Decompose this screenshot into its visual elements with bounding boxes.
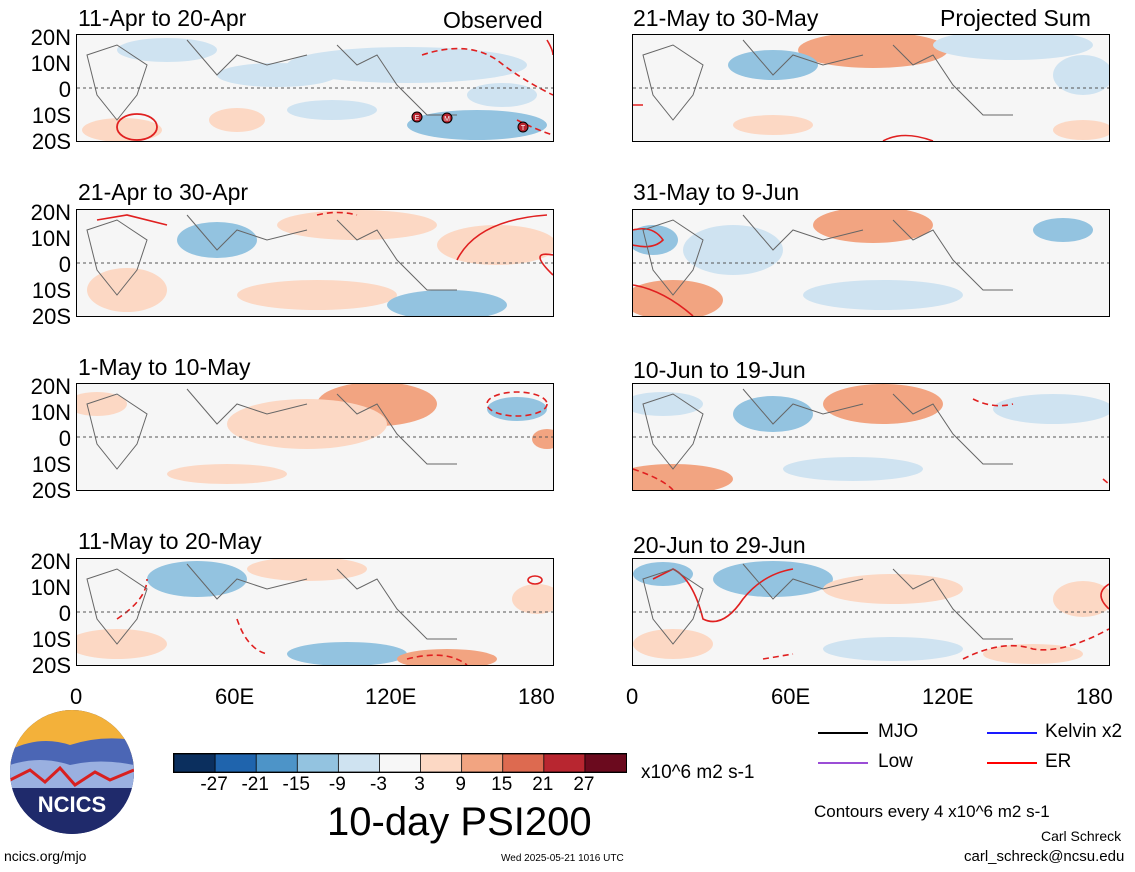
storm-marker-m: M (441, 112, 453, 124)
map-panel (632, 558, 1110, 666)
colorbar-tick-label: -9 (328, 774, 346, 795)
ncics-logo: NCICS (10, 710, 134, 834)
lat-tick: 10S (31, 103, 71, 128)
lon-tick: 180 (1076, 684, 1113, 709)
lon-tick: 0 (626, 684, 639, 709)
map-panel (76, 383, 554, 491)
lon-tick: 60E (771, 684, 811, 709)
lat-tick: 20N (30, 200, 71, 225)
panel-title: 11-May to 20-May (78, 528, 262, 554)
legend-line (987, 732, 1037, 734)
lat-tick: 20N (30, 25, 71, 50)
svg-text:M: M (444, 116, 450, 123)
timestamp: Wed 2025-05-21 1016 UTC (501, 853, 624, 864)
lat-tick: 20N (30, 549, 71, 574)
main-title: 10-day PSI200 (327, 800, 592, 844)
colorbar-swatch (502, 753, 545, 773)
map-panel: E M T (76, 34, 554, 142)
lat-tick: 10N (30, 51, 71, 76)
colorbar-swatch (543, 753, 586, 773)
panel-title: 21-May to 30-May (633, 5, 819, 31)
contour-note: Contours every 4 x10^6 m2 s-1 (814, 802, 1050, 821)
colorbar-tick-label: -15 (282, 774, 310, 795)
colorbar-swatch (173, 753, 216, 773)
legend-line (818, 732, 868, 734)
colorbar-tick-label: -21 (241, 774, 269, 795)
colorbar-tick-label: 3 (414, 774, 425, 795)
panel-label: Observed (443, 7, 543, 33)
lat-tick: 10N (30, 400, 71, 425)
lat-tick: 0 (58, 601, 71, 626)
panel-title: 21-Apr to 30-Apr (78, 179, 249, 205)
lat-tick: 20N (30, 374, 71, 399)
colorbar-units: x10^6 m2 s-1 (641, 762, 755, 783)
panel-title: 20-Jun to 29-Jun (633, 532, 806, 558)
map-panel (632, 383, 1110, 491)
svg-text:E: E (415, 115, 420, 122)
panel-title: 11-Apr to 20-Apr (78, 5, 247, 31)
colorbar-tick-label: -3 (370, 774, 387, 795)
colorbar-tick-label: -27 (200, 774, 228, 795)
lat-tick: 0 (58, 252, 71, 277)
map-panel (632, 209, 1110, 317)
lat-tick: 20S (31, 478, 71, 503)
lat-tick: 10N (30, 226, 71, 251)
legend-label: ER (1045, 751, 1072, 772)
legend-line (987, 762, 1037, 764)
map-panel (632, 34, 1110, 142)
email: carl_schreck@ncsu.edu (964, 848, 1125, 865)
storm-marker-e: E (411, 111, 423, 123)
lat-tick: 0 (58, 77, 71, 102)
lon-tick: 0 (70, 684, 83, 709)
lon-tick: 120E (922, 684, 974, 709)
lat-tick: 0 (58, 426, 71, 451)
colorbar-tick-label: 15 (491, 774, 513, 795)
legend-label: MJO (878, 721, 919, 742)
map-panel (76, 558, 554, 666)
storm-marker-t: T (517, 121, 529, 133)
panel-title: 1-May to 10-May (78, 354, 251, 380)
colorbar-tick-label: 9 (455, 774, 466, 795)
lat-tick: 20S (31, 653, 71, 678)
lat-tick: 10S (31, 452, 71, 477)
colorbar-swatch (337, 753, 381, 773)
colorbar-swatch (214, 753, 258, 773)
lon-tick: 120E (365, 684, 417, 709)
colorbar-tick-label: 21 (532, 774, 554, 795)
panel-title: 31-May to 9-Jun (633, 179, 800, 205)
colorbar-swatch (420, 753, 463, 773)
lon-tick: 60E (215, 684, 255, 709)
colorbar-swatch (379, 753, 422, 773)
lat-tick: 10S (31, 627, 71, 652)
lat-tick: 20S (31, 304, 71, 329)
author: Carl Schreck (1041, 828, 1122, 844)
legend-label: Kelvin x2 (1045, 721, 1123, 742)
svg-text:T: T (521, 125, 526, 132)
colorbar-swatch (296, 753, 340, 773)
svg-text:NCICS: NCICS (38, 792, 106, 817)
colorbar-swatch (461, 753, 504, 773)
legend-label: Low (878, 751, 913, 772)
panel-title: 10-Jun to 19-Jun (633, 357, 806, 383)
lon-tick: 180 (518, 684, 555, 709)
colorbar-swatch (255, 753, 299, 773)
lat-tick: 10N (30, 575, 71, 600)
map-panel (76, 209, 554, 317)
panel-label: Projected Sum (940, 5, 1091, 31)
lat-tick: 10S (31, 278, 71, 303)
colorbar-swatch (584, 753, 627, 773)
colorbar-tick-label: 27 (573, 774, 595, 795)
legend-line (818, 762, 868, 764)
site-url: ncics.org/mjo (4, 848, 87, 864)
lat-tick: 20S (31, 129, 71, 154)
colorbar-box (173, 753, 627, 773)
